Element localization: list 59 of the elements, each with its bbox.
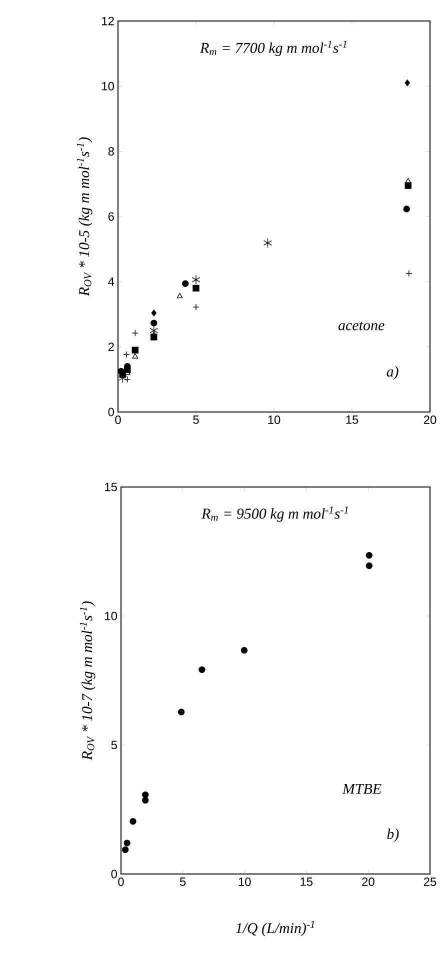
point	[151, 310, 156, 316]
point	[124, 840, 130, 846]
annotation: acetone	[338, 322, 384, 330]
annotation: b)	[387, 828, 399, 842]
x-tick-label: 20	[424, 416, 436, 424]
x-tick-label: 5	[180, 878, 186, 886]
point	[264, 238, 272, 248]
y-tick-label: 2	[108, 342, 114, 352]
point	[150, 320, 158, 326]
point	[142, 791, 149, 798]
point	[192, 274, 200, 285]
x-tick-label: 10	[238, 878, 251, 886]
point	[132, 353, 138, 358]
annotation: a)	[386, 366, 398, 380]
x-tick-label: 10	[268, 416, 280, 424]
x-tick-label: 0	[118, 878, 124, 886]
y-tick-label: 8	[108, 147, 114, 156]
y-tick-label: 0	[108, 408, 114, 416]
point	[130, 818, 136, 825]
annotation: R$_{m}$ = 9500 kg m mol$^{-1}$s$^{-1}$	[201, 506, 348, 522]
x-tick-label: 5	[193, 416, 199, 424]
point	[404, 80, 410, 86]
y-tick-label: 6	[108, 212, 114, 221]
point	[198, 666, 206, 674]
y-tick-label: 0	[111, 870, 118, 878]
point	[406, 270, 412, 277]
y-tick-label: 10	[102, 82, 114, 90]
point	[176, 292, 183, 298]
x-tick-label: 15	[300, 878, 313, 886]
y-tick-label: 5	[111, 740, 117, 750]
y-tick-label: 15	[105, 482, 117, 492]
point	[182, 280, 189, 287]
y-tick-label: 4	[108, 278, 114, 286]
y-axis-title: R$_{OV}$ * 10-7 (kg m mol$^{-1}$s$^{-1}$)	[80, 601, 96, 760]
point	[404, 182, 412, 189]
point	[124, 376, 131, 383]
annotation: MTBE	[342, 784, 382, 794]
point	[123, 351, 130, 358]
point	[405, 178, 412, 184]
point	[142, 796, 149, 804]
point	[132, 346, 139, 354]
point	[240, 646, 248, 654]
point	[150, 326, 158, 336]
point	[132, 330, 139, 337]
point	[192, 304, 200, 310]
x-tick-label: 15	[346, 416, 358, 424]
point	[403, 206, 410, 212]
point	[366, 552, 373, 559]
y-axis-title: R$_{OV}$ * 10-5 (kg m mol$^{-1}$s$^{-1}$)	[76, 137, 92, 296]
point	[366, 562, 373, 570]
x-axis-title: 1/Q (L/min)$^{-1}$	[236, 920, 314, 936]
point	[178, 708, 185, 716]
x-tick-label: 20	[362, 878, 374, 886]
x-tick-label: 25	[424, 878, 436, 886]
point	[192, 284, 200, 292]
y-tick-label: 12	[102, 16, 114, 26]
annotation: R$_{m}$ = 7700 kg m mol$^{-1}$s$^{-1}$	[200, 40, 346, 56]
point	[122, 846, 129, 854]
y-tick-label: 10	[105, 612, 117, 620]
